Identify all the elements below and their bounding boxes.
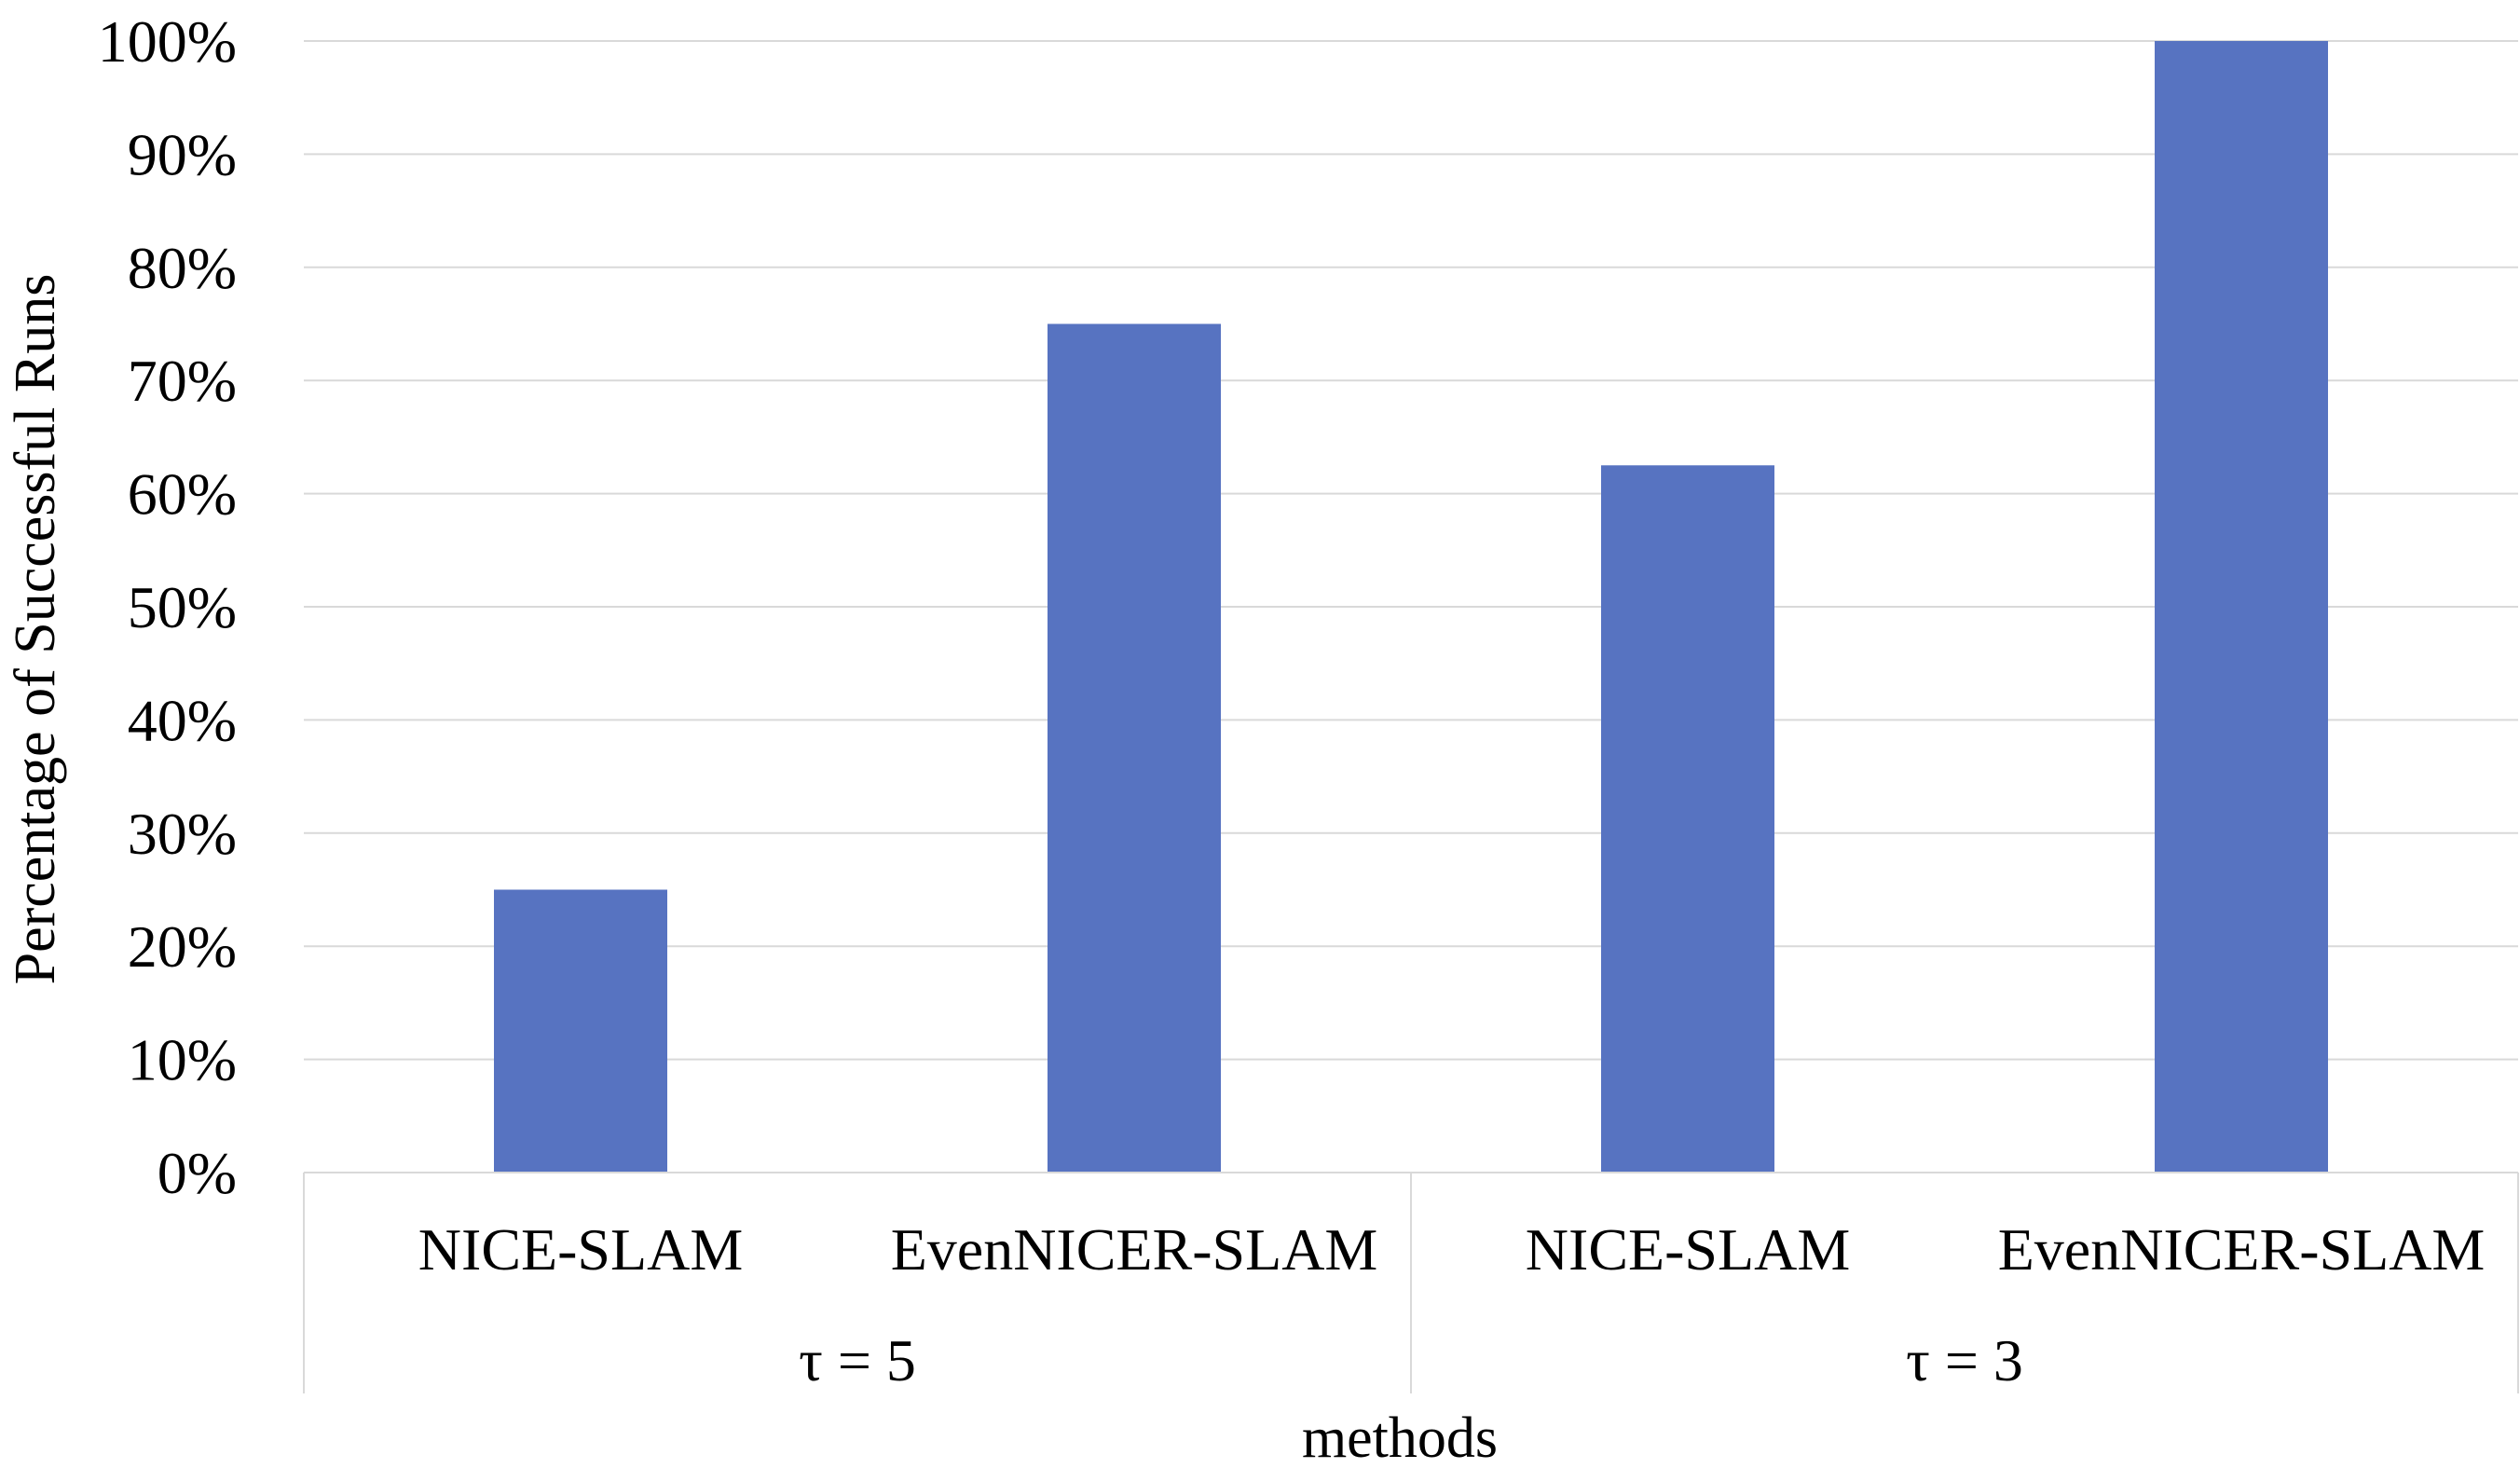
y-tick-label: 40% <box>128 687 237 753</box>
y-tick-label: 30% <box>128 801 237 867</box>
x-category-label: NICE-SLAM <box>418 1216 743 1283</box>
y-tick-label: 50% <box>128 574 237 640</box>
y-tick-labels: 0% 10% 20% 30% 40% 50% 60% 70% 80% 90% 100% <box>98 8 237 1206</box>
x-group-label: τ = 5 <box>799 1327 916 1393</box>
x-axis-title: methods <box>1302 1407 1498 1470</box>
bars <box>494 41 2328 1173</box>
x-category-label: EvenNICER-SLAM <box>1998 1216 2486 1283</box>
y-tick-label: 100% <box>98 8 237 75</box>
gridlines <box>304 40 2518 1061</box>
y-tick-label: 90% <box>128 121 237 187</box>
x-group-labels: τ = 5 τ = 3 <box>799 1327 2023 1393</box>
y-tick-label: 70% <box>128 348 237 414</box>
y-axis-title: Percentage of Successful Runs <box>4 274 67 985</box>
x-group-label: τ = 3 <box>1906 1327 2023 1393</box>
y-tick-label: 60% <box>128 461 237 528</box>
axes <box>303 1172 2519 1393</box>
y-tick-label: 20% <box>128 913 237 980</box>
bar <box>2155 41 2328 1173</box>
x-category-label: NICE-SLAM <box>1526 1216 1850 1283</box>
x-category-labels: NICE-SLAM EvenNICER-SLAM NICE-SLAM EvenNICE… <box>418 1216 2486 1283</box>
y-tick-label: 0% <box>158 1140 237 1206</box>
y-tick-label: 80% <box>128 235 237 301</box>
bar <box>1048 323 1221 1173</box>
x-category-label: EvenNICER-SLAM <box>891 1216 1378 1283</box>
bar <box>1601 465 1774 1173</box>
bar <box>494 889 667 1173</box>
y-tick-label: 10% <box>128 1027 237 1093</box>
